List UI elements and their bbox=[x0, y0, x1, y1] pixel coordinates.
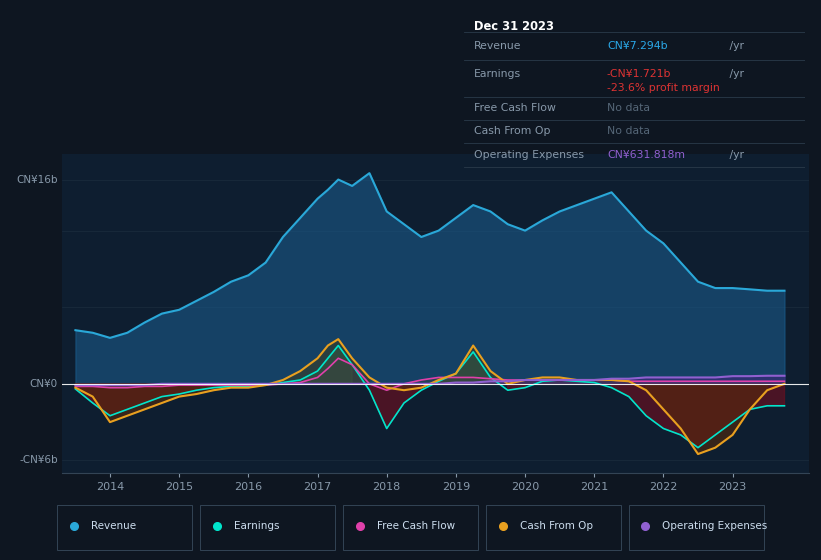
Text: -23.6% profit margin: -23.6% profit margin bbox=[607, 83, 720, 93]
Text: /yr: /yr bbox=[727, 69, 744, 78]
Text: Free Cash Flow: Free Cash Flow bbox=[474, 102, 556, 113]
Text: Free Cash Flow: Free Cash Flow bbox=[377, 521, 455, 531]
Text: /yr: /yr bbox=[727, 150, 744, 160]
Text: CN¥631.818m: CN¥631.818m bbox=[607, 150, 685, 160]
Text: Earnings: Earnings bbox=[234, 521, 280, 531]
Text: Revenue: Revenue bbox=[474, 40, 521, 50]
Text: Dec 31 2023: Dec 31 2023 bbox=[474, 20, 554, 33]
Text: Cash From Op: Cash From Op bbox=[520, 521, 593, 531]
Text: Cash From Op: Cash From Op bbox=[474, 125, 551, 136]
Text: Operating Expenses: Operating Expenses bbox=[663, 521, 768, 531]
Text: Revenue: Revenue bbox=[91, 521, 136, 531]
Text: /yr: /yr bbox=[727, 40, 744, 50]
Text: Earnings: Earnings bbox=[474, 69, 521, 78]
Text: -CN¥1.721b: -CN¥1.721b bbox=[607, 69, 672, 78]
Text: No data: No data bbox=[607, 102, 650, 113]
Text: -CN¥6b: -CN¥6b bbox=[19, 455, 57, 465]
Text: CN¥7.294b: CN¥7.294b bbox=[607, 40, 667, 50]
Text: Operating Expenses: Operating Expenses bbox=[474, 150, 584, 160]
Text: CN¥16b: CN¥16b bbox=[16, 175, 57, 185]
Text: No data: No data bbox=[607, 125, 650, 136]
Text: CN¥0: CN¥0 bbox=[30, 379, 57, 389]
